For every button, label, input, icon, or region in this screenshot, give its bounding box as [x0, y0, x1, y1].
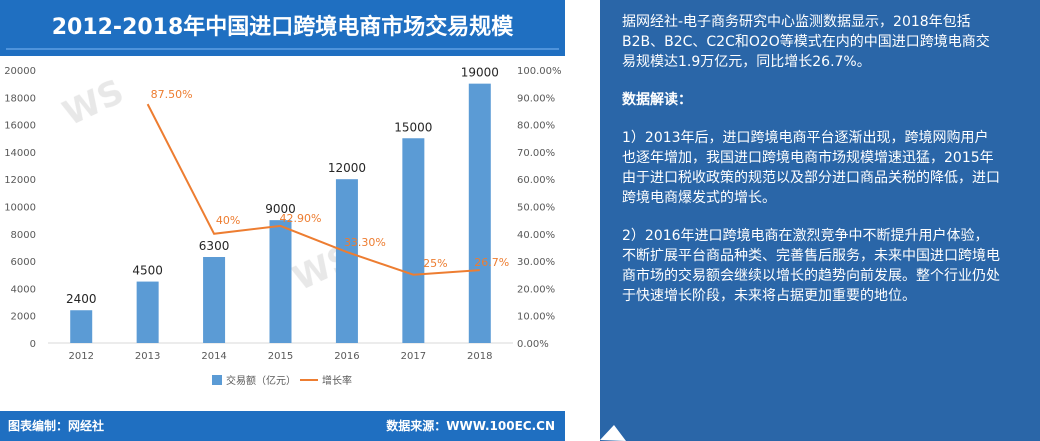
bar-value-label: 12000: [328, 161, 366, 175]
chart-plot: WSWS020004000600080001000012000140001600…: [4, 66, 562, 387]
y-left-tick-label: 0: [30, 339, 36, 350]
y-right-tick-label: 80.00%: [517, 121, 555, 132]
y-left-tick-label: 8000: [11, 230, 36, 241]
y-left-tick-label: 10000: [4, 203, 36, 214]
chart-title-bar: 2012-2018年中国进口跨境电商市场交易规模: [0, 0, 565, 56]
y-left-tick-label: 14000: [4, 148, 36, 159]
line-value-label: 25%: [423, 257, 447, 270]
bar-value-label: 2400: [66, 292, 97, 306]
panel-paragraph-1: 1）2013年后，进口跨境电商平台逐渐出现，跨境网购用户也逐年增加，我国进口跨境…: [622, 130, 1000, 206]
bar-2017: [402, 138, 425, 343]
chart-card: 2012-2018年中国进口跨境电商市场交易规模 WS WS 0 2000 4000 60…: [0, 0, 565, 441]
panel-intro: 据网经社-电子商务研究中心监测数据显示，2018年包括B2B、B2C、C2C和O…: [622, 14, 990, 70]
y-right-tick-label: 60.00%: [517, 175, 555, 186]
growth-rate-line: [146, 103, 480, 276]
bar-value-label: 9000: [265, 202, 296, 216]
y-left-tick-label: 2000: [11, 312, 36, 323]
footer-credit: 图表编制：网经社: [8, 419, 105, 433]
y-right-tick-label: 90.00%: [517, 93, 555, 104]
legend-line-label: 增长率: [322, 374, 352, 387]
x-tick-label: 2018: [467, 351, 492, 362]
x-tick-label: 2015: [268, 351, 293, 362]
bar-value-label: 4500: [132, 264, 163, 278]
legend-bar-label: 交易额（亿元）: [226, 374, 296, 387]
line-value-label: 40%: [216, 214, 240, 227]
analysis-panel: 据网经社-电子商务研究中心监测数据显示，2018年包括B2B、B2C、C2C和O…: [600, 0, 1040, 441]
x-tick-label: 2012: [68, 351, 93, 362]
line-value-label: 42.90%: [280, 212, 322, 225]
bar-2014: [203, 257, 226, 343]
bar-2016: [335, 179, 358, 343]
y-left-tick-label: 16000: [4, 121, 36, 132]
panel-paragraph-2: 2）2016年进口跨境电商在激烈竞争中不断提升用户体验，不断扩展平台商品种类、完…: [622, 228, 1000, 304]
footer-source: 数据来源：WWW.100EC.CN: [386, 419, 555, 433]
y-left-tick-label: 12000: [4, 175, 36, 186]
title-underline: [6, 48, 559, 50]
y-right-tick-label: 40.00%: [517, 230, 555, 241]
line-value-label: 33.30%: [344, 236, 386, 249]
x-tick-label: 2016: [334, 351, 359, 362]
bar-value-label: 19000: [461, 66, 499, 80]
y-right-tick-label: 50.00%: [517, 203, 555, 214]
y-right-tick-label: 20.00%: [517, 284, 555, 295]
bar-2015: [269, 220, 292, 343]
y-right-tick-label: 10.00%: [517, 312, 555, 323]
y-left-tick-label: 18000: [4, 93, 36, 104]
bar-2013: [136, 281, 159, 343]
chart-title: 2012-2018年中国进口跨境电商市场交易规模: [51, 15, 514, 40]
y-right-tick-label: 100.00%: [517, 66, 562, 77]
bar-2012: [70, 310, 93, 343]
y-left-tick-label: 20000: [4, 66, 36, 77]
watermark-mark: WS: [57, 72, 130, 134]
x-tick-label: 2014: [201, 351, 226, 362]
bar-value-label: 6300: [199, 239, 230, 253]
legend-bar-swatch: [212, 375, 222, 385]
chart-footer: 图表编制：网经社 数据来源：WWW.100EC.CN: [0, 411, 565, 441]
x-tick-label: 2017: [401, 351, 426, 362]
bar-value-label: 15000: [394, 120, 432, 134]
line-value-label: 87.50%: [151, 88, 193, 101]
panel-heading: 数据解读：: [622, 92, 692, 108]
y-right-tick-label: 0.00%: [517, 339, 549, 350]
y-left-tick-label: 6000: [11, 257, 36, 268]
bar-2018: [468, 83, 491, 344]
y-right-tick-label: 70.00%: [517, 148, 555, 159]
x-tick-label: 2013: [135, 351, 160, 362]
y-right-tick-label: 30.00%: [517, 257, 555, 268]
line-value-label: 26.7%: [474, 256, 509, 269]
y-left-tick-label: 4000: [11, 284, 36, 295]
